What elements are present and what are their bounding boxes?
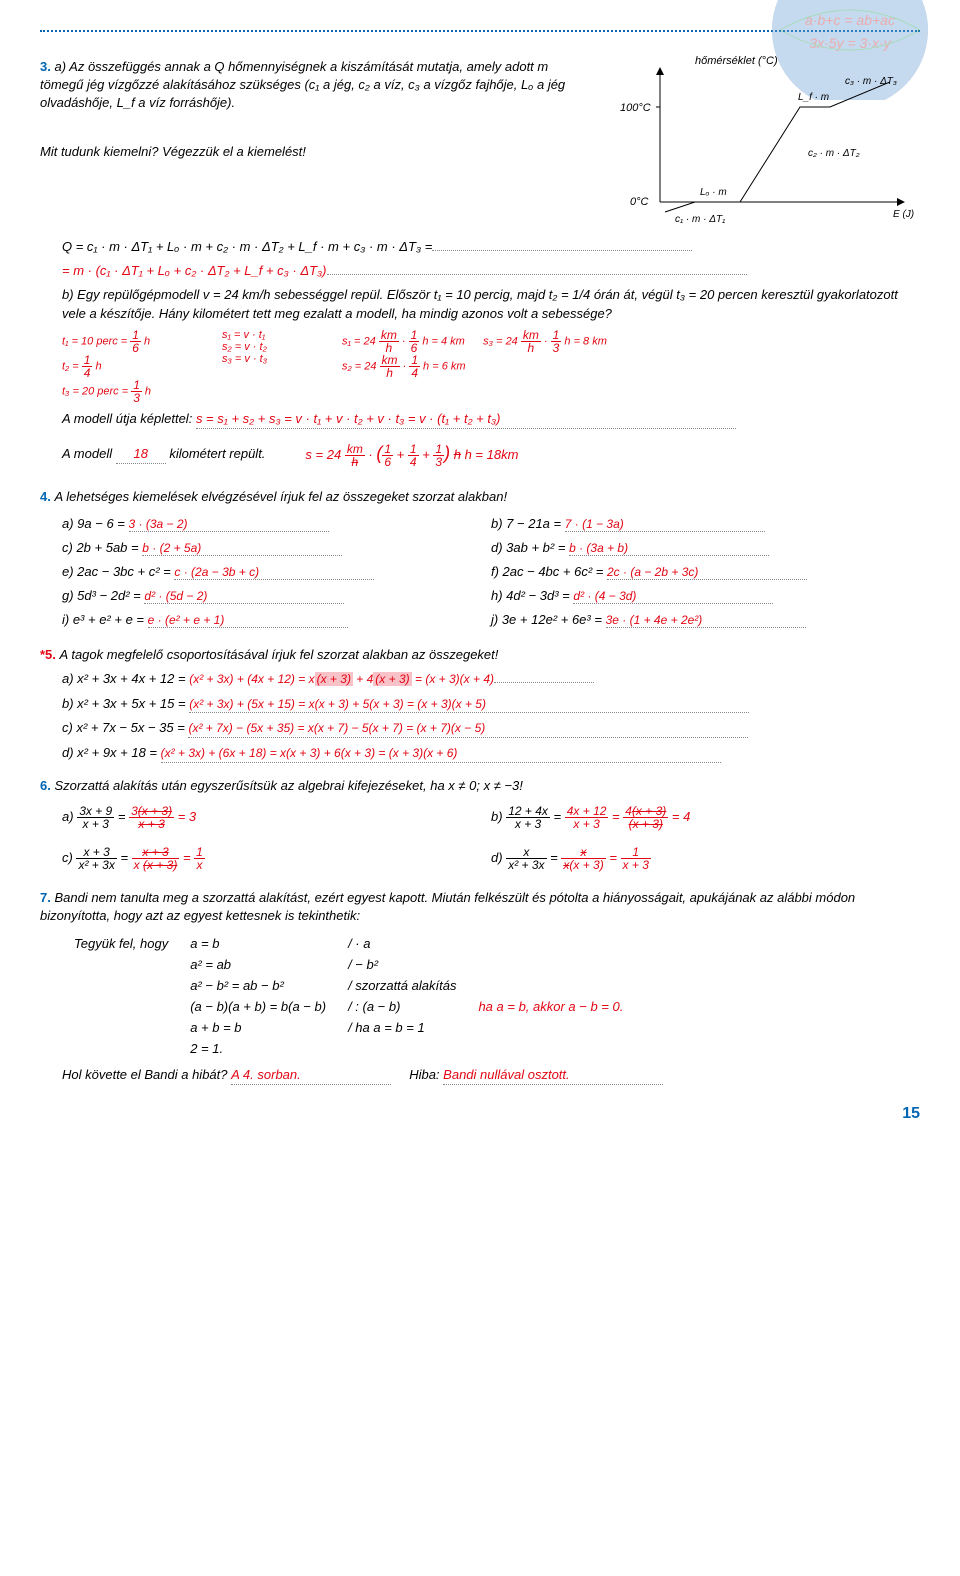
svg-text:Lₒ · m: Lₒ · m [700, 187, 727, 198]
q6-title: Szorzattá alakítás után egyszerűsítsük a… [54, 778, 522, 793]
q4-item: c) 2b + 5ab = b · (2 + 5a) [62, 540, 491, 556]
q5-title: A tagok megfelelő csoportosításával írju… [60, 647, 499, 662]
q3b-final-calc: s = 24 kmh · (16 + 14 + 13) h h = 18km [305, 441, 518, 468]
svg-text:3x·5y = 3·x·y: 3x·5y = 3·x·y [809, 35, 891, 51]
q3b-working: t₁ = 10 perc = 16 h t₂ = 14 h t₃ = 20 pe… [62, 329, 920, 404]
q5-item: d) x² + 9x + 18 = (x² + 3x) + (6x + 18) … [62, 744, 920, 763]
svg-text:L_f · m: L_f · m [798, 92, 829, 103]
q6b: b) 12 + 4xx + 3 = 4x + 12x + 3 = 4(x + 3… [491, 805, 920, 830]
q7-proof: Tegyük fel, hogya = b/ · a a² = ab/ − b²… [62, 932, 635, 1060]
q4-item: f) 2ac − 4bc + 6c² = 2c · (a − 2b + 3c) [491, 564, 920, 580]
q4-items: a) 9a − 6 = 3 · (3a − 2)b) 7 − 21a = 7 ·… [62, 512, 920, 632]
q5-items: a) x² + 3x + 4x + 12 = (x² + 3x) + (4x +… [62, 670, 920, 763]
question-5: *5. A tagok megfelelő csoportosításával … [40, 646, 920, 763]
q5-number: *5. [40, 647, 56, 662]
svg-text:c₃ · m · ΔT₃: c₃ · m · ΔT₃ [845, 76, 897, 87]
q5-item: b) x² + 3x + 5x + 15 = (x² + 3x) + (5x +… [62, 695, 920, 714]
q4-number: 4. [40, 489, 51, 504]
q4-item: b) 7 − 21a = 7 · (1 − 3a) [491, 516, 920, 532]
q4-item: a) 9a − 6 = 3 · (3a − 2) [62, 516, 491, 532]
q7-number: 7. [40, 890, 51, 905]
q3-number: 3. [40, 59, 51, 74]
question-6: 6. Szorzattá alakítás után egyszerűsítsü… [40, 777, 920, 875]
q3b-sum: A modell útja képlettel: s = s₁ + s₂ + s… [62, 410, 920, 429]
q3b-text: b) Egy repülőgépmodell v = 24 km/h sebes… [62, 286, 920, 322]
q7-intro: Bandi nem tanulta meg a szorzattá alakít… [40, 890, 855, 923]
q4-title: A lehetséges kiemelések elvégzésével írj… [54, 489, 507, 504]
q3-eq1: Q = c₁ · m · ΔT₁ + Lₒ · m + c₂ · m · ΔT₂… [62, 238, 920, 256]
page-number: 15 [40, 1105, 920, 1123]
q6-number: 6. [40, 778, 51, 793]
q4-item: e) 2ac − 3bc + c² = c · (2a − 3b + c) [62, 564, 491, 580]
q3-hint: Mit tudunk kiemelni? Végezzük el a kieme… [40, 143, 580, 161]
svg-text:c₁ · m · ΔT₁: c₁ · m · ΔT₁ [675, 214, 725, 225]
q4-item: j) 3e + 12e² + 6e³ = 3e · (1 + 4e + 2e²) [491, 612, 920, 628]
q4-item: d) 3ab + b² = b · (3a + b) [491, 540, 920, 556]
svg-text:hőmérséklet (°C): hőmérséklet (°C) [695, 55, 778, 67]
question-3: 3. a) Az összefüggés annak a Q hőmennyis… [40, 52, 920, 474]
page: a·b+c = ab+ac 3x·5y = 3·x·y 3. a) Az öss… [0, 0, 960, 1143]
svg-text:c₂ · m · ΔT₂: c₂ · m · ΔT₂ [808, 148, 860, 159]
q5-item: c) x² + 7x − 5x − 35 = (x² + 7x) − (5x +… [62, 719, 920, 738]
q3-eq2: = m · (c₁ · ΔT₁ + Lₒ + c₂ · ΔT₂ + L_f + … [62, 262, 920, 280]
q3-chart: hőmérséklet (°C) 100°C 0°C c₁ · m · ΔT₁ … [600, 52, 920, 232]
q6c: c) x + 3x² + 3x = x + 3x (x + 3) = 1x [62, 846, 491, 871]
q6a: a) 3x + 9x + 3 = 3(x + 3)x + 3 = 3 [62, 805, 491, 830]
q4-item: h) 4d² − 3d³ = d² · (4 − 3d) [491, 588, 920, 604]
q4-item: g) 5d³ − 2d² = d² · (5d − 2) [62, 588, 491, 604]
svg-text:100°C: 100°C [620, 102, 651, 114]
q5-item: a) x² + 3x + 4x + 12 = (x² + 3x) + (4x +… [62, 670, 920, 688]
q4-item: i) e³ + e² + e = e · (e² + e + 1) [62, 612, 491, 628]
svg-text:0°C: 0°C [630, 196, 649, 208]
q7-question: Hol követte el Bandi a hibát? A 4. sorba… [62, 1066, 920, 1085]
q3b-model-result: A modell 18 kilométert repült. [62, 445, 265, 464]
question-7: 7. Bandi nem tanulta meg a szorzattá ala… [40, 889, 920, 1085]
q3a-text: a) Az összefüggés annak a Q hőmennyiségn… [40, 59, 565, 110]
question-4: 4. A lehetséges kiemelések elvégzésével … [40, 488, 920, 632]
svg-text:E (J): E (J) [893, 209, 914, 220]
q6d: d) xx² + 3x = xx(x + 3) = 1x + 3 [491, 846, 920, 871]
